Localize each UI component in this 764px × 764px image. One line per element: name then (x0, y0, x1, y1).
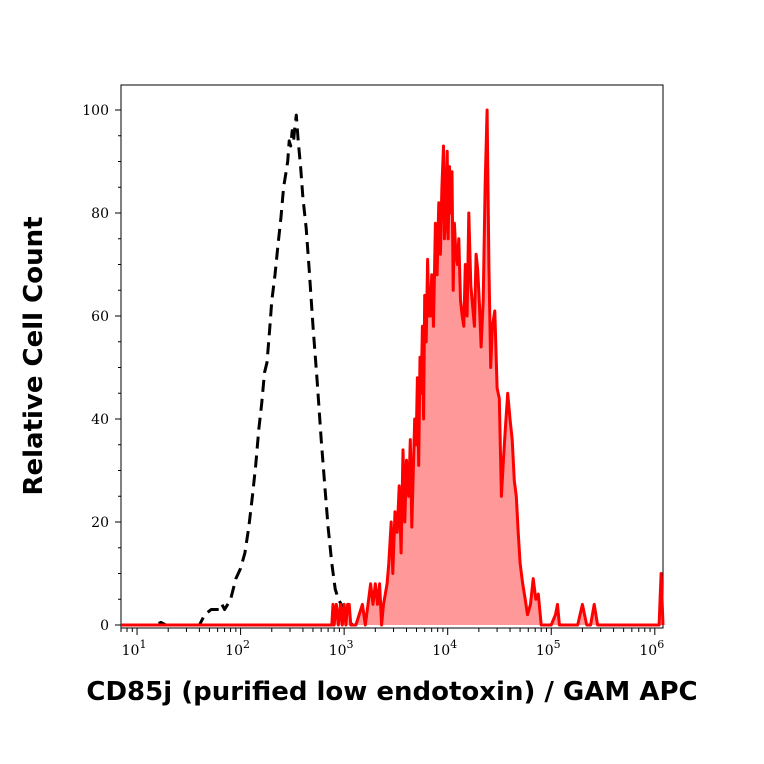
x-tick-label: 102 (225, 638, 250, 659)
y-tick-label: 60 (91, 309, 109, 325)
plot-area (121, 108, 665, 627)
x-axis: 101 102 103 104 105 106 (120, 628, 664, 659)
y-tick-label: 40 (91, 412, 109, 428)
x-tick-label: 106 (639, 638, 664, 659)
series-1-outline (121, 108, 665, 627)
series-0-dashed-line (121, 113, 354, 627)
x-tick-label: 105 (536, 638, 561, 659)
y-axis: 0 20 40 60 80 100 (82, 103, 121, 634)
y-axis-title: Relative Cell Count (19, 216, 49, 495)
y-tick-label: 0 (100, 618, 109, 634)
plot-frame (120, 84, 664, 629)
x-tick-label: 103 (329, 638, 354, 659)
x-tick-label: 101 (122, 638, 147, 659)
y-tick-label: 100 (82, 103, 109, 119)
y-tick-label: 20 (91, 515, 109, 531)
x-axis-title: CD85j (purified low endotoxin) / GAM APC (86, 677, 697, 707)
x-tick-label: 104 (432, 638, 457, 659)
y-tick-label: 80 (91, 206, 109, 222)
